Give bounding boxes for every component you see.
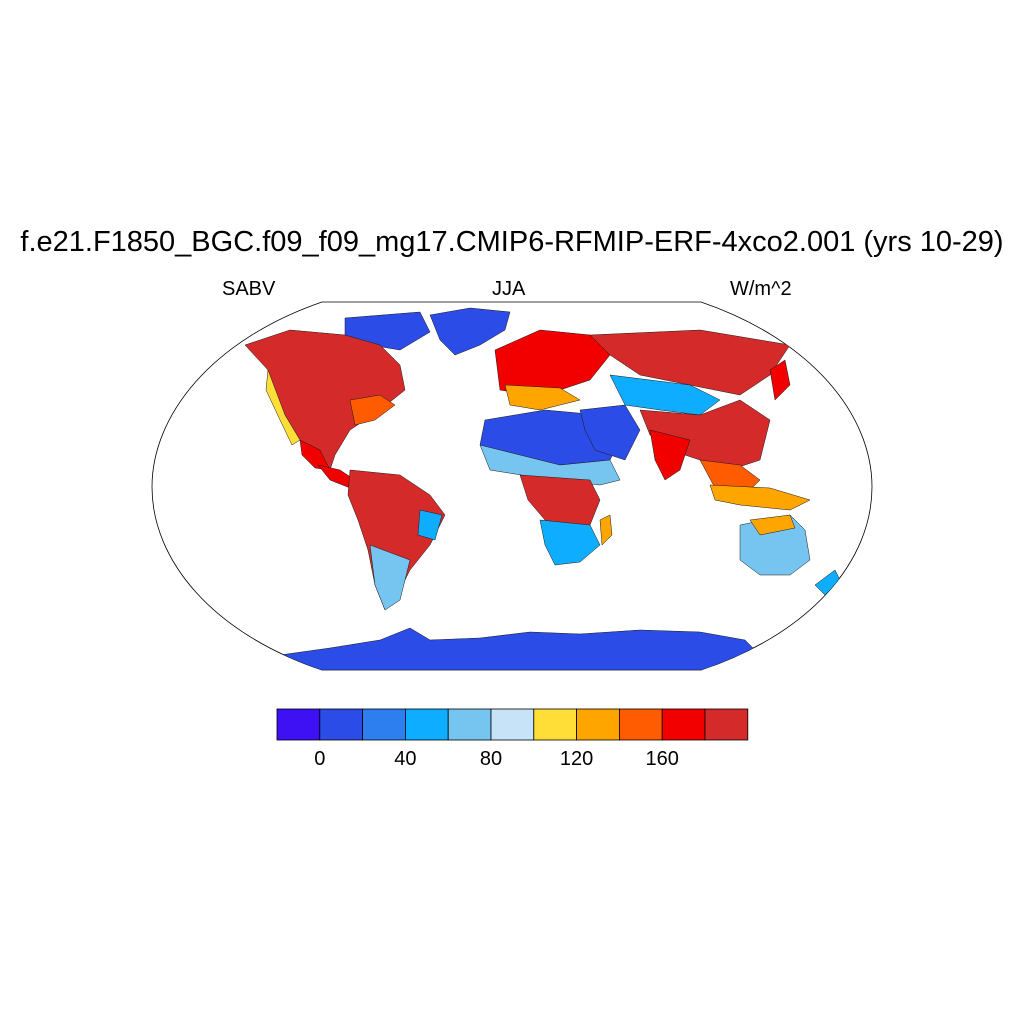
south-africa (539, 519, 601, 566)
colorbar-tick-label: 0 (314, 748, 326, 770)
colorbar-box (404, 708, 449, 741)
na-east (349, 394, 396, 426)
madagascar (599, 514, 613, 546)
season-label: JJA (492, 278, 526, 300)
colorbar-tick-label: 160 (645, 748, 679, 770)
variable-label: SABV (222, 278, 276, 300)
colorbar-box (362, 708, 406, 741)
india (649, 429, 691, 481)
greenland (429, 307, 511, 356)
colorbar-box (704, 708, 749, 741)
colorbar-box (661, 708, 706, 741)
colorbar-box (576, 708, 620, 741)
units-label: W/m^2 (730, 278, 792, 300)
na-west (265, 369, 301, 446)
colorbar-tick-label: 80 (479, 748, 503, 770)
colorbar-box (276, 708, 321, 741)
australia-north (749, 514, 796, 536)
japan (769, 359, 791, 401)
colorbar-box (490, 708, 535, 741)
colorbar-tick-label: 40 (394, 748, 417, 770)
sahel (479, 444, 621, 486)
sa-east (417, 509, 443, 541)
colorbar-tick-label: 120 (559, 748, 594, 770)
chart-title: f.e21.F1850_BGC.f09_f09_mg17.CMIP6-RFMIP… (20, 226, 1004, 258)
indonesia (709, 484, 811, 511)
europe-south (504, 384, 581, 411)
sa-south (369, 544, 411, 611)
siberia (589, 329, 791, 396)
colorbar-box (447, 708, 492, 741)
colorbar-box (533, 708, 577, 741)
colorbar-box (319, 708, 363, 741)
colorbar-box (619, 708, 663, 741)
